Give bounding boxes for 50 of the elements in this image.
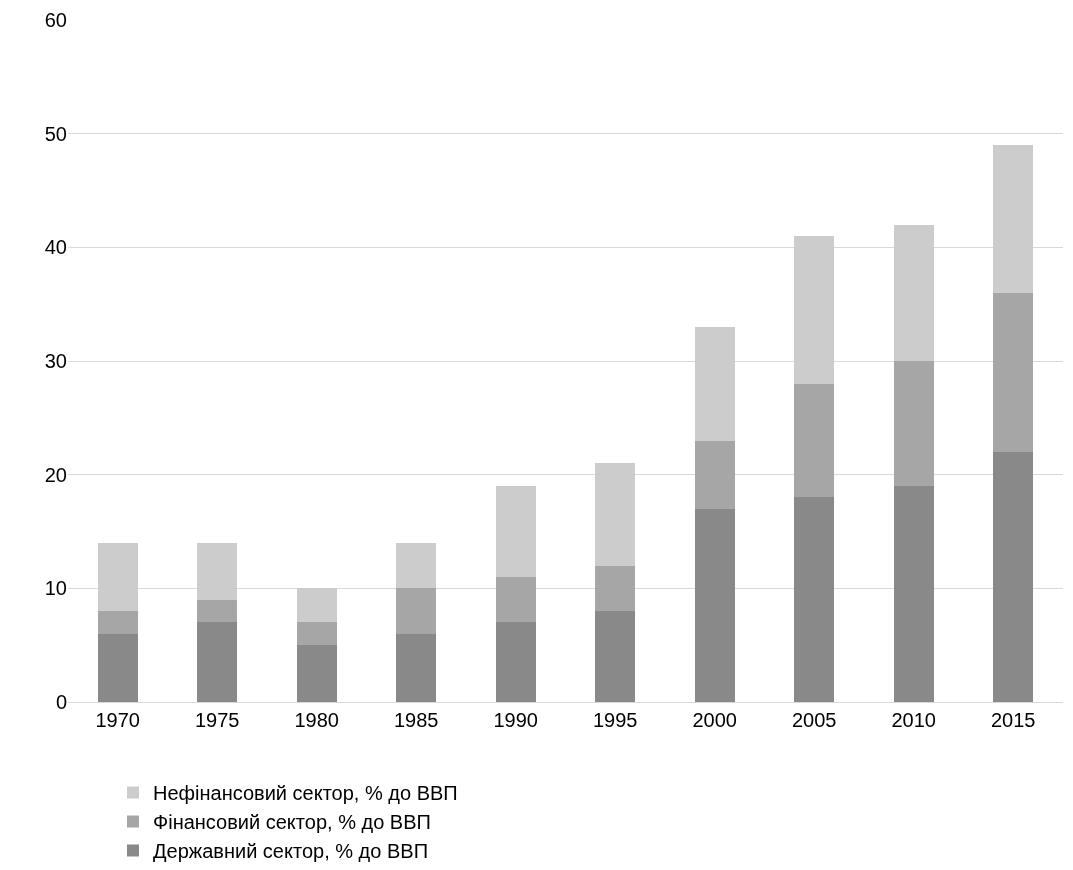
x-tick-label: 2005 (792, 709, 837, 732)
bar (396, 633, 437, 702)
bar (495, 486, 536, 577)
x-tick-label: 2010 (891, 709, 936, 732)
bar (595, 463, 636, 566)
y-tick-label: 0 (55, 691, 67, 713)
bar (296, 645, 337, 702)
bar (296, 622, 337, 646)
bar (993, 451, 1034, 702)
y-tick-label: 60 (44, 9, 67, 31)
bar (197, 599, 238, 623)
y-tick-label: 50 (44, 122, 67, 145)
bar (794, 497, 835, 702)
bar (993, 292, 1034, 452)
y-tick-label: 20 (44, 463, 67, 486)
legend-label: Фінансовий сектор, % до ВВП (153, 811, 431, 834)
x-tick-label: 1990 (493, 709, 538, 732)
bar (794, 235, 835, 384)
x-tick-label: 1980 (294, 709, 339, 732)
x-tick-label: 1970 (95, 709, 140, 732)
bar (694, 508, 735, 702)
x-tick-label: 1995 (593, 709, 638, 732)
x-tick-label: 2015 (991, 709, 1036, 732)
bar (893, 486, 934, 702)
bar (893, 361, 934, 487)
bar (495, 622, 536, 702)
bar (396, 542, 437, 589)
y-tick-label: 40 (44, 236, 67, 259)
bar (97, 633, 138, 702)
bar (296, 588, 337, 623)
bar (97, 542, 138, 612)
bar (197, 542, 238, 600)
legend-label: Нефінансовий сектор, % до ВВП (153, 782, 458, 805)
x-tick-label: 2000 (692, 709, 737, 732)
y-tick-label: 10 (44, 577, 67, 600)
bar (794, 383, 835, 498)
bar (694, 326, 735, 441)
bar (893, 224, 934, 361)
x-tick-label: 1975 (195, 709, 240, 732)
bar (197, 622, 238, 702)
bar (495, 576, 536, 623)
bar (993, 145, 1034, 293)
bar (694, 440, 735, 509)
x-tick-label: 1985 (394, 709, 439, 732)
y-tick-label: 30 (44, 350, 67, 372)
bar (396, 588, 437, 634)
bar (595, 565, 636, 612)
bar (97, 611, 138, 634)
legend-label: Державний сектор, % до ВВП (153, 840, 428, 863)
bar (595, 611, 636, 702)
